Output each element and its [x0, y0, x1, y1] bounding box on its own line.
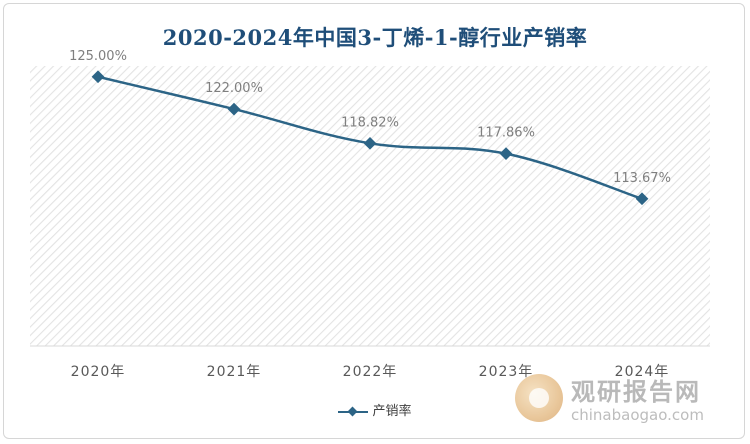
data-label: 118.82%	[341, 115, 399, 130]
x-tick-label: 2020年	[71, 364, 126, 380]
chart-title: 2020-2024年中国3-丁烯-1-醇行业产销率	[162, 25, 588, 50]
legend-swatch	[338, 407, 369, 417]
watermark: 观研报告网 chinabaogao.com	[515, 372, 735, 432]
watermark-name: 观研报告网	[571, 378, 701, 406]
x-tick-label: 2024年	[615, 364, 670, 380]
data-point	[363, 136, 377, 150]
x-tick-label: 2021年	[207, 364, 262, 380]
legend: 产销率	[0, 400, 750, 419]
x-tick-label: 2023年	[479, 364, 534, 380]
plot-area	[30, 66, 710, 346]
data-label: 117.86%	[477, 126, 535, 141]
legend-label: 产销率	[372, 404, 412, 419]
data-label: 125.00%	[69, 49, 127, 64]
data-point	[227, 102, 241, 116]
watermark-logo-icon	[515, 374, 563, 422]
data-label: 122.00%	[205, 81, 263, 96]
data-label: 113.67%	[613, 171, 671, 186]
data-point	[499, 147, 513, 161]
watermark-url: chinabaogao.com	[571, 406, 704, 424]
x-tick-label: 2022年	[343, 364, 398, 380]
